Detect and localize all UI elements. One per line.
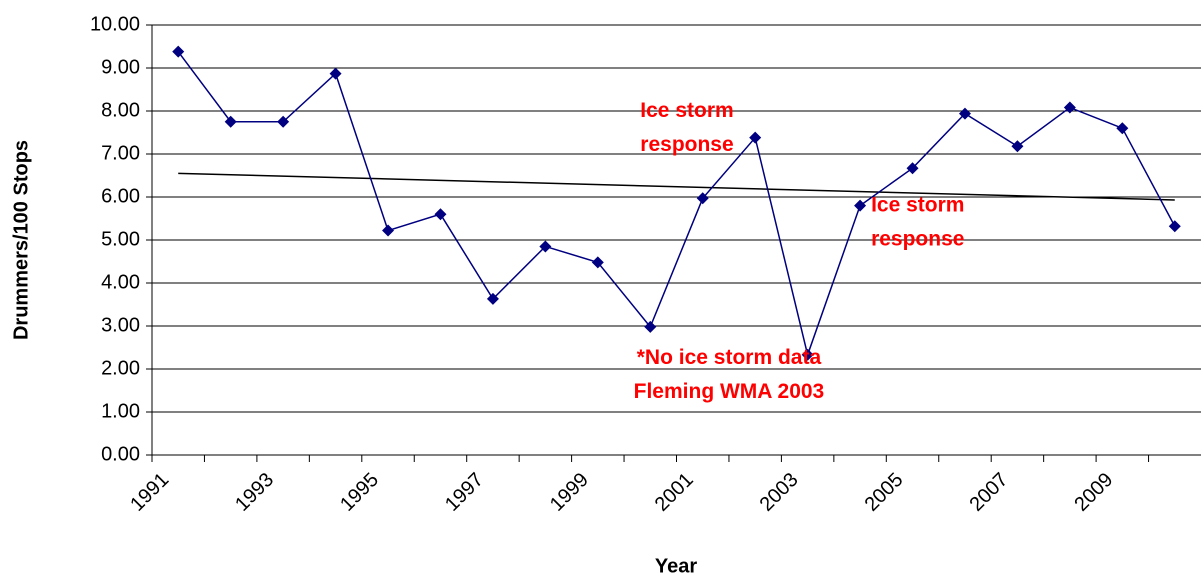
marker: [486, 292, 499, 305]
marker: [1116, 122, 1129, 135]
y-tick-label: 1.00: [101, 400, 140, 422]
marker: [329, 67, 342, 80]
y-tick-label: 9.00: [101, 56, 140, 78]
marker: [434, 208, 447, 221]
x-tick-label: 2005: [861, 469, 908, 516]
x-tick-label: 2007: [965, 469, 1012, 516]
y-tick-label: 7.00: [101, 142, 140, 164]
annotation: response: [640, 133, 733, 156]
marker: [539, 240, 552, 253]
annotation: Ice storm: [871, 194, 964, 217]
x-tick-label: 2003: [756, 469, 803, 516]
x-tick-label: 2009: [1070, 469, 1117, 516]
marker: [277, 115, 290, 128]
x-tick-label: 2001: [651, 469, 698, 516]
marker: [172, 45, 185, 58]
marker: [1011, 140, 1024, 153]
marker: [958, 107, 971, 120]
x-tick-label: 1995: [336, 469, 383, 516]
marker: [801, 348, 814, 361]
x-tick-label: 1993: [231, 469, 278, 516]
y-tick-label: 6.00: [101, 185, 140, 207]
marker: [749, 131, 762, 144]
x-tick-label: 1999: [546, 469, 593, 516]
y-tick-label: 5.00: [101, 228, 140, 250]
marker: [224, 115, 237, 128]
annotation: Fleming WMA 2003: [634, 380, 825, 403]
x-tick-label: 1991: [126, 469, 173, 516]
trendline: [178, 172, 1175, 201]
marker: [1063, 101, 1076, 114]
annotation: *No ice storm data: [637, 346, 822, 369]
y-tick-label: 3.00: [101, 314, 140, 336]
annotation: response: [871, 228, 964, 251]
marker: [382, 224, 395, 237]
marker: [644, 320, 657, 333]
marker: [854, 199, 867, 212]
x-tick-label: 1997: [441, 469, 488, 516]
y-tick-label: 2.00: [101, 357, 140, 379]
y-tick-label: 10.00: [90, 13, 140, 35]
x-axis-title: Year: [655, 555, 697, 577]
y-tick-label: 0.00: [101, 443, 140, 465]
series-line: [177, 51, 1176, 358]
marker: [591, 256, 604, 269]
y-tick-label: 8.00: [101, 99, 140, 121]
y-axis-title: Drummers/100 Stops: [10, 140, 32, 340]
y-tick-label: 4.00: [101, 271, 140, 293]
annotation: Ice storm: [640, 99, 733, 122]
marker: [696, 192, 709, 205]
marker: [1168, 220, 1181, 233]
marker: [906, 162, 919, 175]
